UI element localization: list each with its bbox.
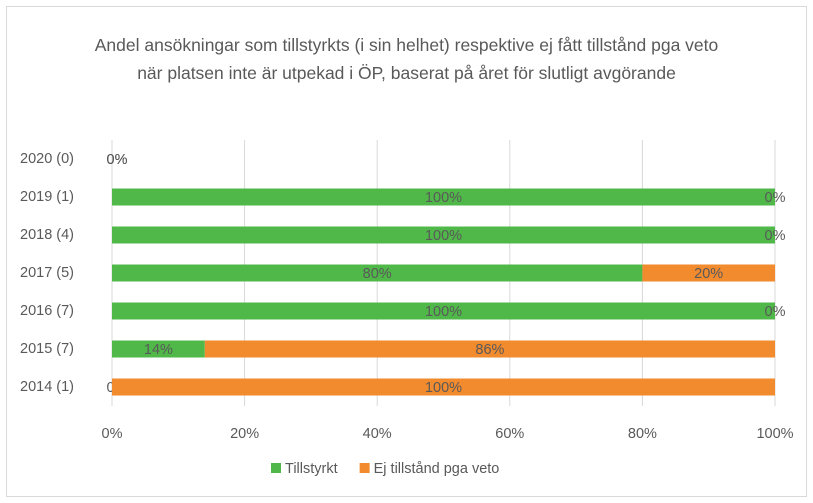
chart-border [6,6,807,497]
data-label: 0% [765,228,786,244]
x-tick-label: 80% [628,426,657,442]
data-label: 0% [765,304,786,320]
y-tick-label: 2016 (7) [20,303,74,319]
x-tick-label: 40% [363,426,392,442]
x-tick-label: 100% [756,426,793,442]
data-label: 0% [107,152,128,168]
bar-segment [642,264,775,282]
bar-segment [204,340,775,358]
legend-swatch [271,463,281,473]
y-tick-label: 2015 (7) [20,341,74,357]
x-tick-label: 60% [495,426,524,442]
data-label: 20% [694,266,723,282]
data-label: 14% [144,342,173,358]
legend-swatch [359,463,370,473]
legend-label: Ej tillstånd pga veto [374,461,500,477]
data-label: 100% [425,304,462,320]
x-tick-label: 20% [230,426,259,442]
bar-segment [112,226,775,244]
y-tick-label: 2017 (5) [20,265,74,281]
y-tick-label: 2020 (0) [20,151,74,167]
data-label: 0% [107,152,128,168]
chart-title: Andel ansökningar som tillstyrkts (i sin… [94,35,719,83]
data-label: 0% [765,190,786,206]
legend-label: Tillstyrkt [285,461,338,477]
bar-segment [112,302,775,320]
data-label: 100% [425,380,462,396]
data-label: 100% [425,190,462,206]
bar-segment [112,188,775,206]
y-tick-label: 2014 (1) [20,379,74,395]
bar-segment [112,340,205,358]
data-label: 86% [475,342,504,358]
data-label: 100% [425,228,462,244]
x-tick-label: 0% [102,426,123,442]
bar-segment [112,264,643,282]
y-tick-label: 2019 (1) [20,189,74,205]
y-tick-label: 2018 (4) [20,227,74,243]
bar-segment [112,378,775,396]
data-label: 80% [363,266,392,282]
